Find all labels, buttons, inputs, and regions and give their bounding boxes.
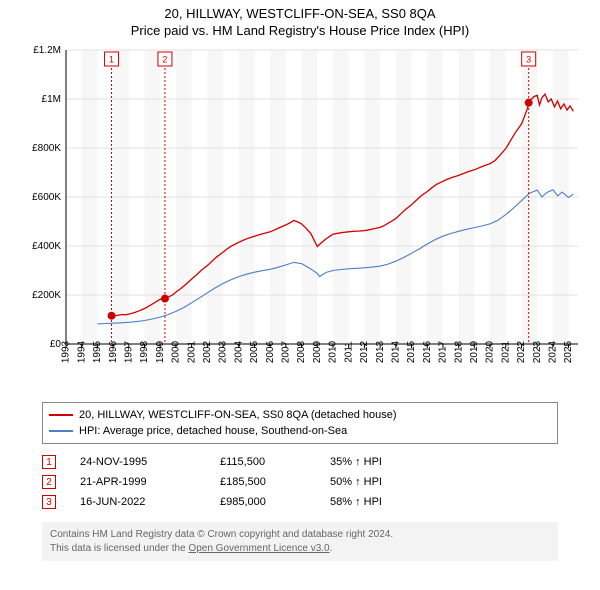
svg-text:2010: 2010 (328, 340, 339, 363)
svg-text:1994: 1994 (76, 340, 87, 363)
svg-text:2008: 2008 (296, 340, 307, 363)
legend-swatch (49, 430, 73, 432)
chart-svg: £0£200K£400K£600K£800K£1M£1.2M1993199419… (20, 44, 580, 394)
footer-line2-suffix: . (330, 543, 333, 554)
footer-line2-prefix: This data is licensed under the (50, 543, 188, 554)
svg-text:1993: 1993 (61, 340, 72, 363)
sale-delta: 58% ↑ HPI (330, 496, 470, 508)
svg-text:£600K: £600K (32, 192, 61, 203)
footer-line2: This data is licensed under the Open Gov… (50, 542, 550, 556)
sale-row: 1 24-NOV-1995£115,50035% ↑ HPI (42, 452, 558, 472)
sale-price: £115,500 (220, 456, 330, 468)
footer-attribution: Contains HM Land Registry data © Crown c… (42, 522, 558, 561)
svg-text:1997: 1997 (123, 340, 134, 363)
title-subtitle: Price paid vs. HM Land Registry's House … (0, 23, 600, 38)
svg-text:2002: 2002 (202, 340, 213, 363)
svg-text:1996: 1996 (108, 340, 119, 363)
svg-text:2001: 2001 (186, 340, 197, 363)
legend-box: 20, HILLWAY, WESTCLIFF-ON-SEA, SS0 8QA (… (42, 402, 558, 444)
svg-text:1: 1 (109, 54, 114, 64)
legend-label: 20, HILLWAY, WESTCLIFF-ON-SEA, SS0 8QA (… (79, 409, 397, 421)
svg-text:2005: 2005 (249, 340, 260, 363)
sale-row: 3 16-JUN-2022£985,00058% ↑ HPI (42, 492, 558, 512)
svg-text:2023: 2023 (532, 340, 543, 363)
svg-text:2020: 2020 (485, 340, 496, 363)
svg-text:2016: 2016 (422, 340, 433, 363)
svg-text:2025: 2025 (563, 340, 574, 363)
ogl-link[interactable]: Open Government Licence v3.0 (188, 543, 329, 554)
sale-price: £185,500 (220, 476, 330, 488)
sales-table: 1 24-NOV-1995£115,50035% ↑ HPI 2 21-APR-199… (42, 452, 558, 512)
svg-text:2009: 2009 (312, 340, 323, 363)
svg-text:2011: 2011 (343, 341, 354, 363)
svg-text:2021: 2021 (500, 340, 511, 363)
sale-date: 16-JUN-2022 (80, 496, 220, 508)
svg-text:3: 3 (526, 54, 531, 64)
sale-marker: 2 (42, 475, 56, 489)
footer-line1: Contains HM Land Registry data © Crown c… (50, 528, 550, 542)
svg-text:2022: 2022 (516, 340, 527, 363)
svg-text:2017: 2017 (438, 340, 449, 363)
title-address: 20, HILLWAY, WESTCLIFF-ON-SEA, SS0 8QA (0, 6, 600, 21)
legend-label: HPI: Average price, detached house, Sout… (79, 425, 347, 437)
svg-text:1995: 1995 (92, 340, 103, 363)
legend-row: 20, HILLWAY, WESTCLIFF-ON-SEA, SS0 8QA (… (49, 407, 551, 423)
chart-container: 20, HILLWAY, WESTCLIFF-ON-SEA, SS0 8QA P… (0, 0, 600, 590)
sale-marker: 1 (42, 455, 56, 469)
svg-text:1998: 1998 (139, 340, 150, 363)
svg-text:1999: 1999 (155, 340, 166, 363)
legend-row: HPI: Average price, detached house, Sout… (49, 423, 551, 439)
sale-price: £985,000 (220, 496, 330, 508)
chart-area: £0£200K£400K£600K£800K£1M£1.2M1993199419… (20, 44, 580, 394)
svg-text:£1M: £1M (42, 94, 61, 105)
sale-date: 21-APR-1999 (80, 476, 220, 488)
sale-row: 2 21-APR-1999£185,50050% ↑ HPI (42, 472, 558, 492)
svg-text:2013: 2013 (375, 340, 386, 363)
sale-delta: 50% ↑ HPI (330, 476, 470, 488)
svg-text:2018: 2018 (453, 340, 464, 363)
svg-text:2012: 2012 (359, 340, 370, 363)
sale-delta: 35% ↑ HPI (330, 456, 470, 468)
svg-text:£200K: £200K (32, 290, 61, 301)
svg-text:£1.2M: £1.2M (33, 45, 61, 56)
svg-text:2003: 2003 (218, 340, 229, 363)
svg-text:£400K: £400K (32, 241, 61, 252)
title-block: 20, HILLWAY, WESTCLIFF-ON-SEA, SS0 8QA P… (0, 0, 600, 40)
svg-text:£800K: £800K (32, 143, 61, 154)
svg-text:2004: 2004 (233, 340, 244, 363)
svg-text:2006: 2006 (265, 340, 276, 363)
sale-date: 24-NOV-1995 (80, 456, 220, 468)
svg-text:2024: 2024 (548, 340, 559, 363)
sale-marker: 3 (42, 495, 56, 509)
svg-text:2: 2 (162, 54, 167, 64)
svg-text:2007: 2007 (281, 340, 292, 363)
svg-text:2019: 2019 (469, 340, 480, 363)
svg-text:2015: 2015 (406, 340, 417, 363)
svg-text:2000: 2000 (171, 340, 182, 363)
svg-text:2014: 2014 (390, 340, 401, 363)
legend-swatch (49, 414, 73, 416)
